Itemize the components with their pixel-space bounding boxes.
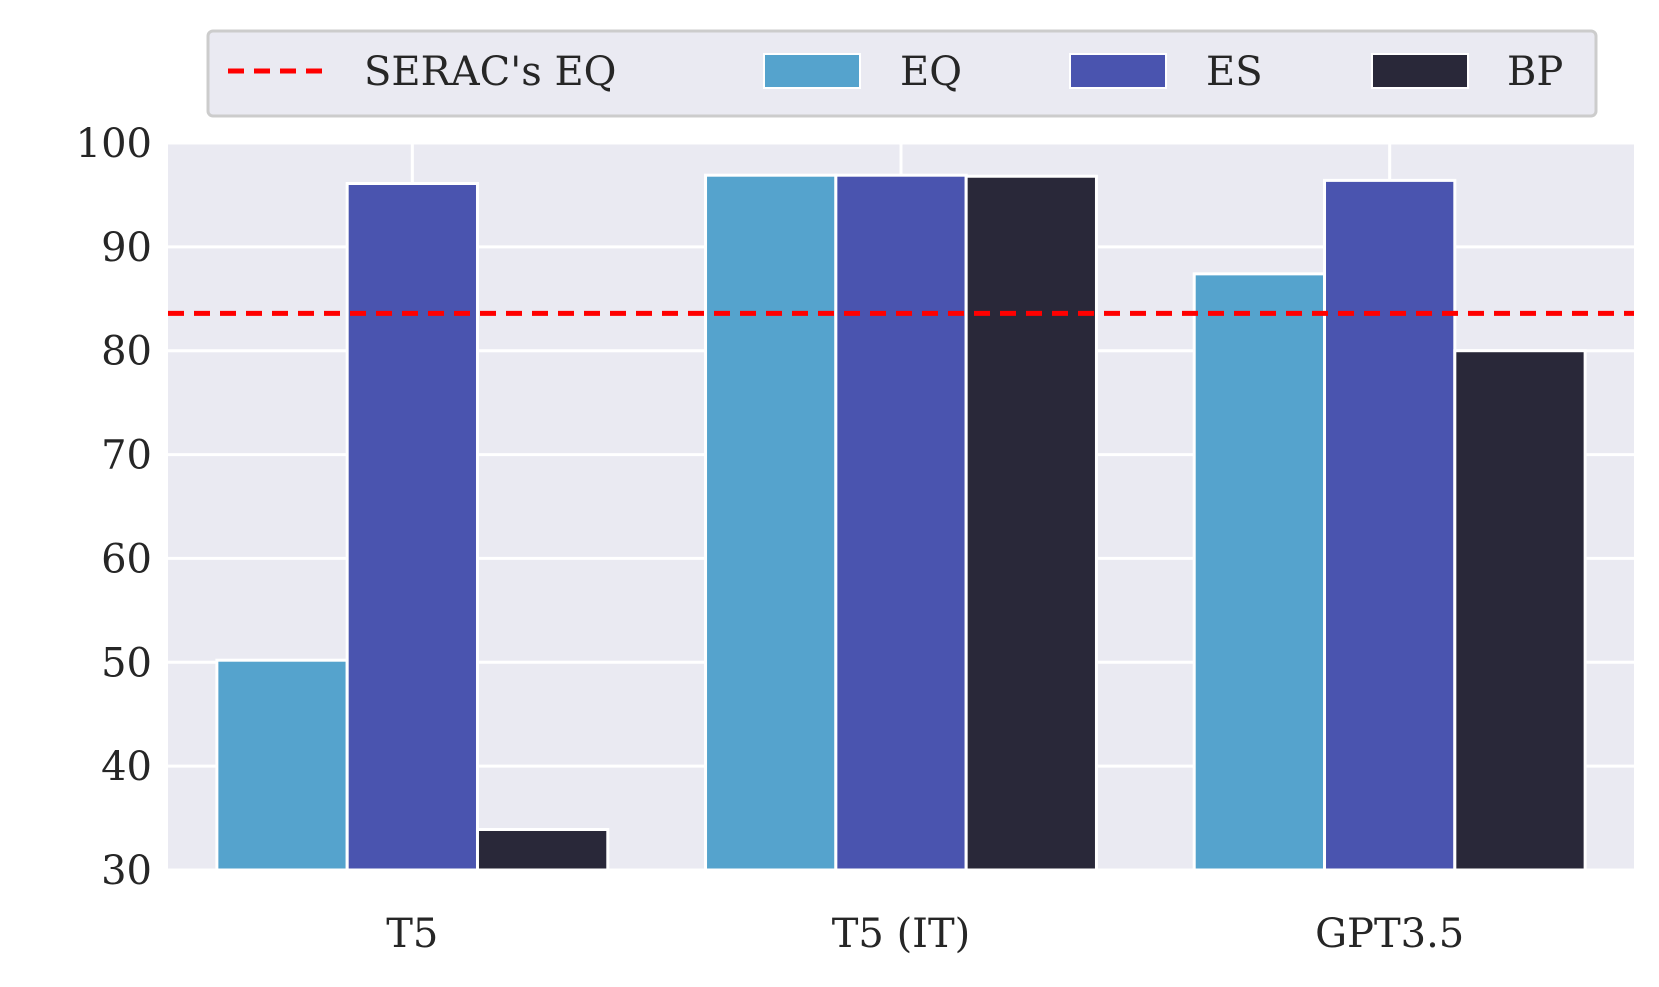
x-tick-label: T5 bbox=[386, 911, 438, 957]
x-tick-label: GPT3.5 bbox=[1315, 911, 1464, 957]
legend-label-bp: BP bbox=[1507, 49, 1563, 95]
bar-bp-0 bbox=[475, 827, 610, 872]
bar-bp-2 bbox=[1453, 349, 1587, 872]
bar-eq-2 bbox=[1192, 272, 1327, 872]
bar-eq-1 bbox=[704, 173, 838, 872]
y-tick-label: 100 bbox=[76, 121, 152, 167]
legend-label-es: ES bbox=[1206, 49, 1263, 95]
y-tick-label: 90 bbox=[101, 225, 152, 271]
legend: SERAC's EQ EQ ES BP bbox=[206, 29, 1598, 118]
legend-swatch-bp bbox=[1371, 53, 1469, 89]
y-tick-label: 70 bbox=[101, 433, 152, 479]
y-tick-label: 50 bbox=[101, 640, 152, 686]
y-tick-labels: 30 40 50 60 70 80 90 100 bbox=[76, 121, 152, 894]
y-tick-label: 60 bbox=[101, 536, 152, 582]
legend-label-eq: EQ bbox=[900, 49, 962, 95]
bar-es-1 bbox=[834, 173, 968, 872]
x-tick-label: T5 (IT) bbox=[832, 911, 971, 957]
bar-es-2 bbox=[1323, 178, 1457, 872]
y-tick-label: 40 bbox=[101, 744, 152, 790]
bars bbox=[215, 173, 1587, 872]
y-tick-label: 80 bbox=[101, 329, 152, 375]
legend-swatch-eq bbox=[763, 53, 861, 89]
y-tick-label: 30 bbox=[101, 848, 152, 894]
bar-eq-0 bbox=[215, 658, 349, 872]
bar-es-0 bbox=[345, 182, 479, 872]
bar-bp-1 bbox=[964, 174, 1098, 872]
x-tick-labels: T5 T5 (IT) GPT3.5 bbox=[386, 911, 1464, 957]
legend-frame bbox=[206, 29, 1598, 118]
legend-label-reference: SERAC's EQ bbox=[364, 49, 616, 95]
legend-swatch-es bbox=[1069, 53, 1167, 89]
